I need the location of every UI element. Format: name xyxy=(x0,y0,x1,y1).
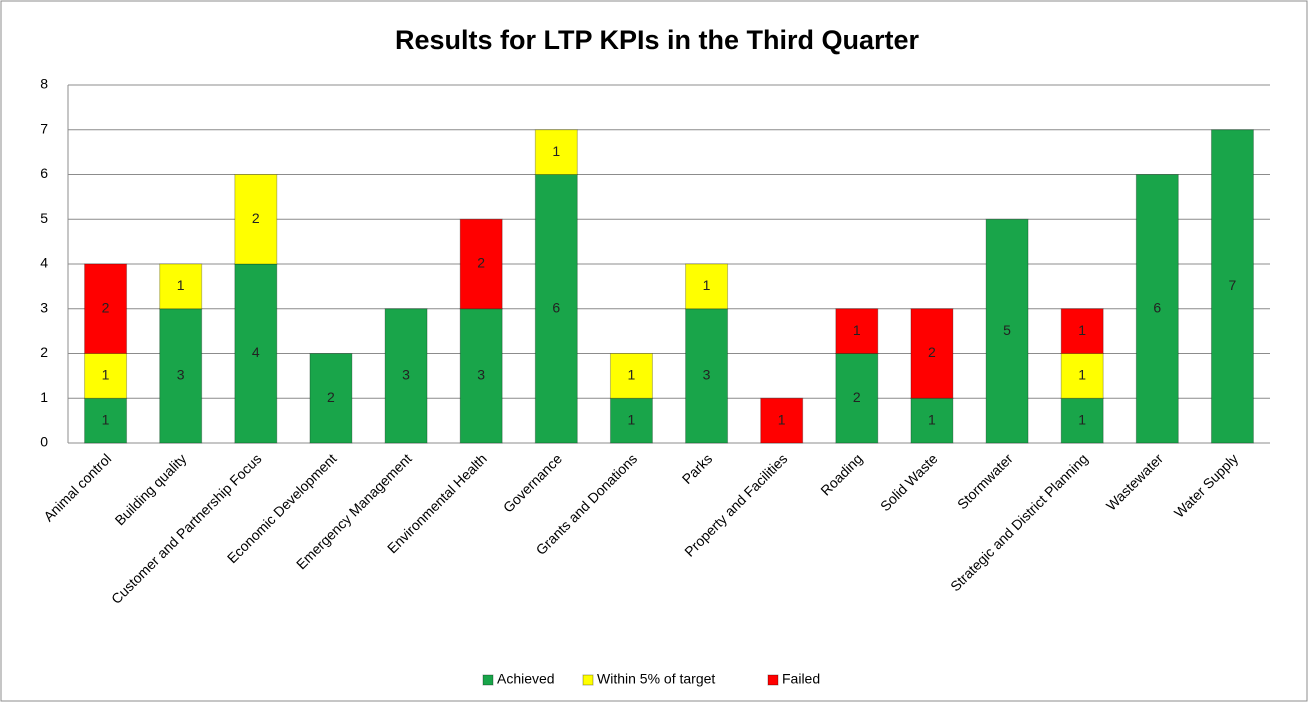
bar-segment xyxy=(534,174,578,444)
data-label: 2 xyxy=(853,389,861,405)
bar-segment xyxy=(1060,353,1104,399)
bar-segment xyxy=(685,308,729,444)
data-label: 7 xyxy=(1229,277,1237,293)
data-label: 1 xyxy=(928,411,936,427)
bar-segment xyxy=(910,308,954,399)
bar-segment xyxy=(609,353,653,399)
data-label: 3 xyxy=(402,367,410,383)
data-label: 6 xyxy=(552,299,560,315)
legend-swatch xyxy=(482,674,494,686)
y-tick-label: 5 xyxy=(40,210,48,226)
data-label: 1 xyxy=(1078,322,1086,338)
y-tick-label: 7 xyxy=(40,120,48,136)
data-label: 2 xyxy=(327,389,335,405)
bar-segment xyxy=(609,397,653,444)
data-label: 1 xyxy=(703,277,711,293)
data-label: 1 xyxy=(778,411,786,427)
bar-segment xyxy=(459,308,503,444)
data-label: 6 xyxy=(1153,299,1161,315)
data-label: 2 xyxy=(102,299,110,315)
data-label: 1 xyxy=(552,143,560,159)
data-label: 1 xyxy=(102,411,110,427)
data-label: 1 xyxy=(102,367,110,383)
bar-segment xyxy=(459,218,503,310)
bar-segment xyxy=(760,397,804,444)
bar-segment xyxy=(384,308,428,444)
legend-label: Within 5% of target xyxy=(597,671,715,687)
data-label: 2 xyxy=(928,344,936,360)
bar-segment xyxy=(685,263,729,310)
data-label: 1 xyxy=(853,322,861,338)
bar-segment xyxy=(84,263,128,354)
data-label: 3 xyxy=(477,367,485,383)
data-label: 4 xyxy=(252,344,260,360)
data-label: 5 xyxy=(1003,322,1011,338)
y-tick-label: 1 xyxy=(40,389,48,405)
y-tick-label: 0 xyxy=(40,434,48,450)
bar-segment xyxy=(159,308,203,444)
bar-segment xyxy=(1060,397,1104,444)
bar-segment xyxy=(309,353,353,444)
y-tick-label: 2 xyxy=(40,344,48,360)
bar-segment xyxy=(1135,174,1179,444)
data-label: 1 xyxy=(177,277,185,293)
bar-segment xyxy=(84,353,128,399)
bar-segment xyxy=(159,263,203,310)
data-label: 1 xyxy=(628,367,636,383)
bar-segment xyxy=(1060,308,1104,354)
bar-segment xyxy=(835,308,879,354)
data-label: 1 xyxy=(1078,411,1086,427)
y-tick-label: 6 xyxy=(40,165,48,181)
data-label: 1 xyxy=(628,411,636,427)
y-tick-label: 4 xyxy=(40,255,48,271)
y-tick-label: 3 xyxy=(40,299,48,315)
data-label: 1 xyxy=(1078,367,1086,383)
legend-label: Failed xyxy=(782,671,820,687)
bar-segment xyxy=(835,353,879,444)
data-label: 3 xyxy=(703,367,711,383)
data-label: 2 xyxy=(252,210,260,226)
legend-label: Achieved xyxy=(497,671,555,687)
bar-segment xyxy=(234,174,278,265)
data-label: 2 xyxy=(477,255,485,271)
legend-swatch xyxy=(767,674,779,686)
bar-segment xyxy=(1210,129,1254,444)
legend-swatch xyxy=(582,674,594,686)
data-label: 3 xyxy=(177,367,185,383)
bar-segment xyxy=(985,218,1029,444)
chart-title: Results for LTP KPIs in the Third Quarte… xyxy=(395,25,920,55)
bar-segment xyxy=(534,129,578,175)
y-tick-label: 8 xyxy=(40,76,48,92)
